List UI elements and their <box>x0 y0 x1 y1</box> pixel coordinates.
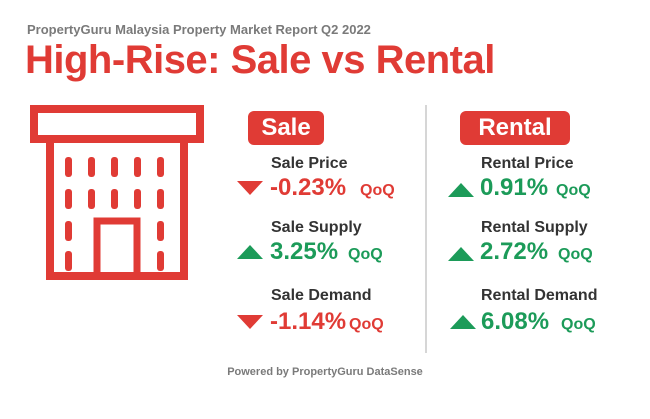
sale-badge: Sale <box>248 111 324 145</box>
rental-badge: Rental <box>460 111 570 145</box>
metric-value: -1.14% <box>270 308 347 335</box>
section-divider <box>425 105 427 353</box>
metric-unit: QoQ <box>348 246 383 263</box>
metric-unit: QoQ <box>349 316 384 333</box>
report-subtitle: PropertyGuru Malaysia Property Market Re… <box>27 22 371 37</box>
footer-credit: Powered by PropertyGuru DataSense <box>227 366 423 378</box>
metric-label: Sale Demand <box>271 287 372 304</box>
metric-label: Sale Supply <box>271 219 362 236</box>
metric-label: Rental Demand <box>481 287 598 304</box>
metric-value: 0.91% <box>480 174 549 201</box>
metric-unit: QoQ <box>360 182 395 199</box>
high-rise-building-icon <box>30 105 204 280</box>
metric-value: 6.08% <box>481 308 550 335</box>
down-arrow-icon <box>237 315 263 329</box>
up-arrow-icon <box>237 245 263 259</box>
metric-value: 2.72% <box>480 238 549 265</box>
page-title: High-Rise: Sale vs Rental <box>25 38 495 82</box>
metric-value: 3.25% <box>270 238 339 265</box>
metric-unit: QoQ <box>556 182 591 199</box>
up-arrow-icon <box>450 315 476 329</box>
metric-label: Rental Supply <box>481 219 588 236</box>
down-arrow-icon <box>237 181 263 195</box>
metric-unit: QoQ <box>558 246 593 263</box>
metric-value: -0.23% <box>270 174 347 201</box>
metric-label: Sale Price <box>271 155 348 172</box>
metric-label: Rental Price <box>481 155 574 172</box>
metric-unit: QoQ <box>561 316 596 333</box>
up-arrow-icon <box>448 183 474 197</box>
up-arrow-icon <box>448 247 474 261</box>
